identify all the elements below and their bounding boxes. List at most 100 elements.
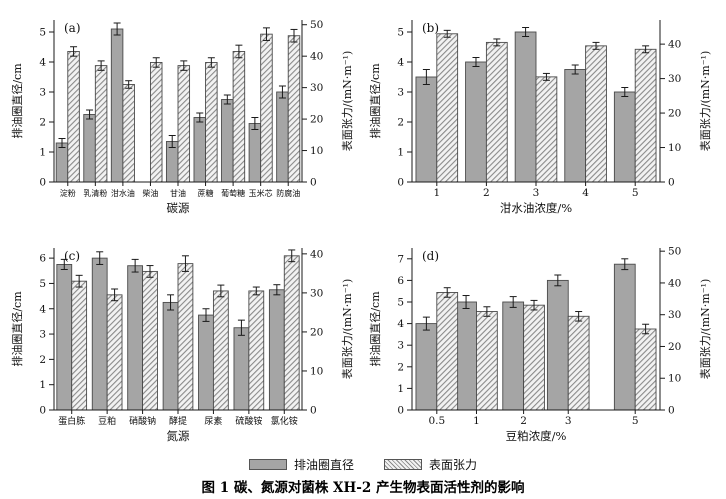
left-tick-label: 4 bbox=[397, 57, 404, 69]
left-tick-label: 2 bbox=[397, 117, 404, 129]
x-tick-label: 2 bbox=[483, 187, 490, 199]
x-tick-label: 1 bbox=[473, 415, 480, 427]
x-tick-label: 3 bbox=[533, 187, 540, 199]
bar-a-solid-8 bbox=[276, 91, 289, 183]
left-tick-label: 1 bbox=[397, 147, 404, 159]
bar-c-hatched-6 bbox=[283, 255, 300, 411]
right-tick-label: 40 bbox=[310, 248, 323, 260]
bar-a-hatched-4 bbox=[177, 65, 191, 183]
bar-d-solid-0 bbox=[415, 323, 438, 411]
right-tick-label: 30 bbox=[668, 73, 681, 85]
bar-a-solid-6 bbox=[221, 99, 234, 183]
x-tick-label: 乳清粉 bbox=[83, 188, 107, 198]
x-tick-label: 甘油 bbox=[170, 188, 186, 198]
bar-d-hatched-1 bbox=[476, 311, 498, 411]
left-tick-label: 1 bbox=[39, 379, 46, 391]
left-y-axis-title: 排油圈直径/cm bbox=[368, 291, 382, 367]
left-tick-label: 5 bbox=[397, 27, 404, 39]
right-tick-label: 30 bbox=[310, 287, 323, 299]
right-tick-label: 0 bbox=[668, 405, 675, 417]
left-tick-label: 4 bbox=[39, 57, 46, 69]
right-tick-label: 0 bbox=[310, 405, 317, 417]
bar-c-hatched-0 bbox=[71, 280, 88, 411]
right-y-axis-title: 表面张力/(mN·m⁻¹) bbox=[698, 279, 712, 380]
bar-d-solid-3 bbox=[546, 279, 569, 411]
x-tick-label: 5 bbox=[632, 415, 639, 427]
panel-label: (a) bbox=[64, 21, 81, 35]
bar-c-solid-5 bbox=[233, 327, 250, 411]
right-tick-label: 10 bbox=[668, 373, 681, 385]
bar-c-hatched-5 bbox=[248, 290, 265, 411]
legend-item-tension: 表面张力 bbox=[384, 456, 477, 473]
x-tick-label: 3 bbox=[565, 415, 572, 427]
bar-b-solid-0 bbox=[415, 76, 438, 183]
right-tick-label: 0 bbox=[310, 177, 317, 189]
bar-a-solid-2 bbox=[110, 28, 124, 183]
right-y-axis-title: 表面张力/(mN·m⁻¹) bbox=[340, 51, 354, 152]
left-tick-label: 0 bbox=[39, 177, 46, 189]
bar-a-hatched-0 bbox=[67, 51, 80, 183]
left-y-axis-title: 排油圈直径/cm bbox=[10, 63, 24, 139]
right-tick-label: 10 bbox=[668, 142, 681, 154]
bar-b-solid-4 bbox=[613, 91, 636, 183]
x-tick-label: 防腐油 bbox=[276, 188, 300, 198]
right-tick-label: 20 bbox=[668, 108, 681, 120]
left-tick-label: 6 bbox=[397, 275, 404, 287]
bar-a-hatched-2 bbox=[122, 84, 135, 183]
left-tick-label: 3 bbox=[39, 329, 46, 341]
left-tick-label: 3 bbox=[397, 87, 404, 99]
bar-c-hatched-2 bbox=[142, 270, 158, 411]
chart-d: 0 1 2 3 4 5 6 7 0 10 20 30 40 50 0.5 1 2 3 5 豆粕浓度/% 排油圈直径/cm… bbox=[368, 246, 712, 443]
right-tick-label: 40 bbox=[668, 277, 681, 289]
bar-a-hatched-5 bbox=[205, 62, 218, 183]
left-tick-label: 4 bbox=[397, 318, 404, 330]
left-tick-label: 5 bbox=[397, 297, 404, 309]
bar-d-hatched-4 bbox=[634, 328, 657, 411]
bar-b-hatched-3 bbox=[585, 45, 607, 183]
x-tick-label: 蔗糖 bbox=[198, 188, 214, 198]
left-tick-label: 2 bbox=[39, 117, 46, 129]
bar-c-solid-0 bbox=[56, 264, 73, 411]
x-tick-label: 硫酸铵 bbox=[235, 415, 262, 427]
bar-a-hatched-3 bbox=[149, 62, 163, 183]
left-y-axis-title: 排油圈直径/cm bbox=[368, 63, 382, 139]
x-tick-label: 泔水油 bbox=[111, 188, 135, 198]
right-tick-label: 20 bbox=[310, 326, 323, 338]
legend-swatch-tension bbox=[384, 459, 422, 470]
left-tick-label: 7 bbox=[397, 253, 404, 265]
right-tick-label: 0 bbox=[668, 177, 675, 189]
x-axis-title: 豆粕浓度/% bbox=[506, 429, 567, 443]
bar-a-hatched-7 bbox=[260, 33, 273, 183]
x-tick-label: 氯化铵 bbox=[271, 415, 298, 427]
x-tick-label: 4 bbox=[582, 187, 589, 199]
x-axis-title: 氮源 bbox=[167, 429, 190, 443]
bar-b-solid-3 bbox=[564, 69, 587, 183]
left-tick-label: 4 bbox=[39, 303, 46, 315]
bar-b-hatched-2 bbox=[535, 76, 558, 183]
x-tick-label: 豆粕 bbox=[98, 415, 116, 427]
bar-c-solid-6 bbox=[268, 289, 285, 411]
bar-a-hatched-1 bbox=[94, 65, 108, 183]
bar-c-solid-1 bbox=[91, 257, 108, 411]
left-tick-label: 2 bbox=[397, 361, 404, 373]
bar-c-solid-2 bbox=[127, 265, 144, 411]
right-tick-label: 20 bbox=[668, 341, 681, 353]
x-tick-label: 柴油 bbox=[142, 188, 158, 198]
x-axis-title: 碳源 bbox=[167, 201, 190, 215]
left-tick-label: 0 bbox=[397, 405, 404, 417]
left-tick-label: 0 bbox=[39, 405, 46, 417]
bar-b-solid-1 bbox=[465, 61, 487, 183]
right-tick-label: 10 bbox=[310, 145, 323, 157]
figure-caption: 图 1 碳、氮源对菌株 XH-2 产生物表面活性剂的影响 bbox=[201, 480, 525, 496]
x-tick-label: 尿素 bbox=[204, 415, 222, 427]
right-tick-label: 20 bbox=[310, 114, 323, 126]
right-tick-label: 40 bbox=[668, 39, 681, 51]
right-tick-label: 30 bbox=[310, 82, 323, 94]
x-tick-label: 0.5 bbox=[428, 415, 445, 427]
bar-d-hatched-0 bbox=[436, 292, 459, 411]
panel-b: 0 1 2 3 4 5 0 10 20 30 40 1 2 3 4 5 泔水油浓度/% 排油圈直径/cm 表面张力/… bbox=[366, 6, 718, 228]
bar-a-solid-7 bbox=[248, 123, 262, 183]
left-tick-label: 6 bbox=[39, 253, 46, 265]
x-tick-label: 2 bbox=[520, 415, 527, 427]
